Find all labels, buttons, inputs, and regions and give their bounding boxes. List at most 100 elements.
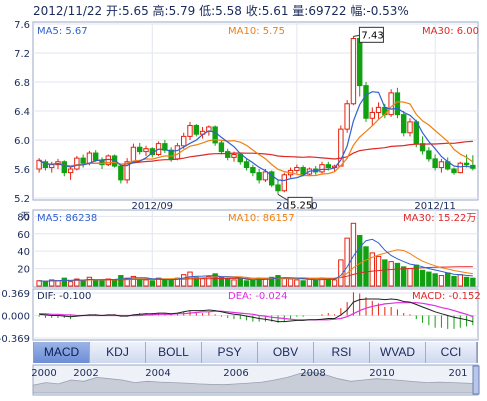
candle-body <box>426 150 432 160</box>
overview-x-tick: 2004 <box>145 368 170 379</box>
volume-bar <box>325 278 331 287</box>
candle-body <box>369 111 375 119</box>
volume-bar <box>350 222 357 287</box>
candle-body <box>388 92 394 116</box>
volume-bar <box>344 237 350 287</box>
volume-bar <box>212 273 218 287</box>
candle-body <box>168 149 174 160</box>
tab-macd[interactable]: MACD <box>34 342 90 363</box>
volume-bar <box>269 276 275 287</box>
candle-body <box>231 154 237 158</box>
candle-body <box>457 162 463 174</box>
volume-bar <box>61 277 67 287</box>
candle-body <box>256 172 262 181</box>
volume-bar <box>432 273 438 287</box>
candle-body <box>118 165 124 181</box>
overview-history-area <box>32 371 479 394</box>
volume-y-tick: 20 <box>17 265 30 276</box>
price-y-tick: 5.2 <box>14 194 30 205</box>
volume-bar <box>470 277 476 287</box>
high-callout: 7.43 <box>353 26 384 43</box>
candle-body <box>325 164 331 169</box>
candle-body <box>281 174 287 192</box>
volume-bar <box>225 278 231 287</box>
volume-bar <box>369 252 375 287</box>
candle-body <box>294 167 300 171</box>
candle-body <box>86 152 93 164</box>
volume-bar <box>137 278 143 287</box>
volume-bar <box>401 266 407 287</box>
volume-bar <box>118 275 124 287</box>
tab-obv[interactable]: OBV <box>258 342 314 363</box>
volume-bar <box>306 278 313 287</box>
volume-bar <box>218 276 225 287</box>
tab-kdj[interactable]: KDJ <box>90 342 146 363</box>
candle-body <box>187 125 193 137</box>
candle-body <box>74 157 80 170</box>
tab-cci[interactable]: CCI <box>426 342 477 363</box>
candle-body <box>344 103 350 130</box>
overview-x-tick: 201 <box>448 368 467 379</box>
volume-bar <box>93 279 99 287</box>
candle-body <box>262 171 269 181</box>
dea-label: DEA: -0.024 <box>228 291 287 302</box>
ma5-line <box>38 91 474 182</box>
volume-bar <box>357 235 363 287</box>
candle-body <box>124 161 130 181</box>
macd-label: MACD: -0.152 <box>412 291 481 302</box>
price-y-tick: 6.0 <box>14 136 30 147</box>
overview-range-handle[interactable] <box>472 365 480 395</box>
volume-bar <box>388 261 394 287</box>
volume-bar <box>67 281 74 287</box>
price-y-tick: 6.8 <box>14 78 30 89</box>
volume-bar <box>281 277 287 287</box>
volume-bar <box>181 274 187 287</box>
candle-body <box>451 168 457 174</box>
volume-ma5-line <box>39 238 473 282</box>
candle-body <box>269 171 275 186</box>
candle-body <box>243 161 250 169</box>
candle-body <box>363 85 369 119</box>
volume-bar <box>55 280 61 287</box>
ma10-line <box>38 101 474 177</box>
volume-bar <box>419 269 426 287</box>
candle-body <box>350 38 357 105</box>
candle-body <box>42 161 49 169</box>
volume-bar <box>162 279 168 287</box>
volume-bar <box>130 275 137 287</box>
candle-body <box>357 38 363 87</box>
price-ma5-label: MA5: 5.67 <box>37 26 88 37</box>
macd-y-tick: 0.369 <box>1 289 30 300</box>
candle-body <box>432 158 438 169</box>
low-callout-text: 5.25 <box>290 200 312 211</box>
volume-bar <box>199 277 206 287</box>
candle-body <box>212 126 218 144</box>
volume-bar <box>143 279 149 287</box>
price-x-tick: 2012/09 <box>132 201 174 212</box>
overview-x-tick: 2010 <box>369 368 394 379</box>
tab-boll[interactable]: BOLL <box>146 342 202 363</box>
volume-bar <box>124 277 130 287</box>
tab-rsi[interactable]: RSI <box>314 342 370 363</box>
volume-bar <box>294 279 300 287</box>
volume-y-tick: 40 <box>17 247 30 258</box>
candle-body <box>438 161 445 169</box>
volume-bar <box>445 272 451 287</box>
candle-body <box>181 135 187 147</box>
volume-bar <box>438 275 445 287</box>
price-y-tick: 7.2 <box>14 49 30 60</box>
price-y-axis: 7.6 7.2 6.8 6.4 6.0 5.6 5.2 <box>14 20 30 205</box>
volume-bar <box>80 280 86 287</box>
tab-psy[interactable]: PSY <box>202 342 258 363</box>
volume-bar <box>300 280 306 287</box>
candle-body <box>375 106 382 113</box>
candle-body <box>93 152 99 161</box>
candle-body <box>111 155 118 167</box>
volume-y-axis: 80 60 40 20 <box>17 212 30 275</box>
volume-bar <box>457 274 463 287</box>
volume-bar <box>36 280 42 287</box>
volume-bar <box>243 280 250 287</box>
volume-bar <box>155 277 162 287</box>
tab-wvad[interactable]: WVAD <box>370 342 426 363</box>
